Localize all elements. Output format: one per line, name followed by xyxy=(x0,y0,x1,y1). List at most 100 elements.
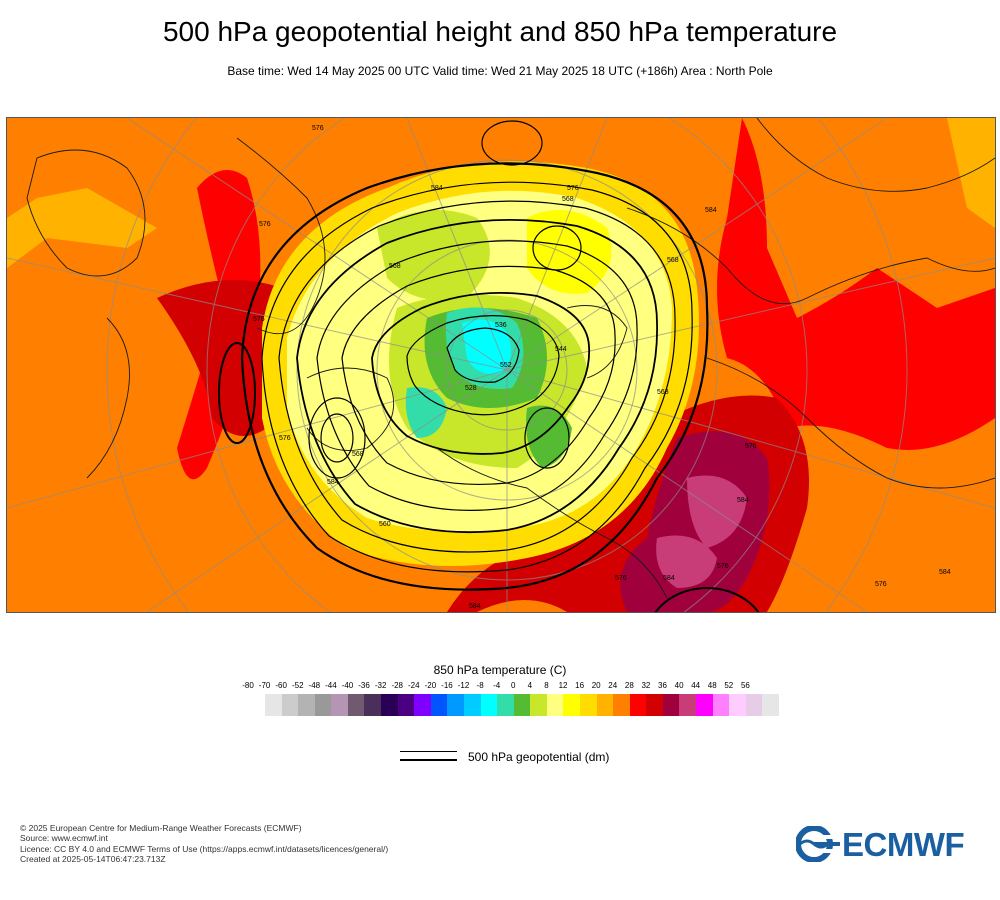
colorbar-swatch xyxy=(629,694,647,716)
contour-label: 576 xyxy=(279,435,291,442)
colorbar-tick-label: -40 xyxy=(341,681,354,690)
colorbar-swatch xyxy=(364,694,382,716)
colorbar-swatch xyxy=(414,694,431,716)
temperature-scale-labels: -80 -70 -60 -52 -48 -44 -40 -36 -32 -28 -24 -20 -16-… xyxy=(240,681,760,693)
colorbar-tick-label: -36 xyxy=(358,681,370,690)
contour-label: 560 xyxy=(379,521,391,528)
contour-label: 584 xyxy=(737,497,749,504)
contour-label: 576 xyxy=(259,221,271,228)
contour-label: 576 xyxy=(745,443,757,450)
geopotential-contour xyxy=(406,315,560,416)
contour-label: 584 xyxy=(327,479,339,486)
chart-title: 500 hPa geopotential height and 850 hPa … xyxy=(162,16,838,47)
geopotential-ridge xyxy=(218,342,256,444)
contour-label: 544 xyxy=(555,346,567,353)
contour-label: 552 xyxy=(500,362,512,369)
contour-label: 584 xyxy=(469,603,481,610)
contour-label: 568 xyxy=(667,257,679,264)
colorbar-swatch xyxy=(281,694,299,716)
contour-label: 576 xyxy=(253,316,265,323)
footer-source: Source: www.ecmwf.int xyxy=(20,833,108,844)
colorbar-tick-label: -44 xyxy=(325,681,337,690)
footer-created: Created at 2025-05-14T06:47:23.713Z xyxy=(20,854,166,865)
colorbar-swatch xyxy=(546,694,564,716)
contour-label: 584 xyxy=(663,575,675,582)
colorbar-tick-label: 48 xyxy=(707,681,717,690)
geopotential-low xyxy=(532,225,582,271)
ecmwf-logo-icon xyxy=(795,825,840,863)
contour-label: 568 xyxy=(657,389,669,396)
colorbar-tick-label: 36 xyxy=(658,681,667,690)
colorbar-swatch xyxy=(729,694,746,716)
contour-label: 584 xyxy=(705,207,717,214)
temperature-colorbar xyxy=(265,694,779,716)
geopotential-contour xyxy=(446,327,520,383)
contour-label: 576 xyxy=(312,125,324,132)
north-pole-map: 576 584 576 568 576 584 568 576 568 584 … xyxy=(7,118,995,612)
contour-label: 576 xyxy=(567,185,579,192)
colorbar-tick-label: 12 xyxy=(558,681,568,690)
geopotential-low xyxy=(524,407,570,469)
geopotential-legend-line-sample xyxy=(400,751,457,763)
colorbar-swatch xyxy=(662,694,680,716)
geopotential-low xyxy=(320,413,354,463)
temp-region-polar-lime-1 xyxy=(377,210,490,301)
temp-region-east-red xyxy=(717,118,995,450)
colorbar-swatch xyxy=(447,694,464,716)
contour-label: 528 xyxy=(465,385,477,392)
contour-label: 584 xyxy=(431,185,443,192)
contour-label: 576 xyxy=(875,581,887,588)
colorbar-swatch xyxy=(579,694,597,716)
latitude-circle xyxy=(206,118,808,612)
colorbar-swatch xyxy=(613,694,630,716)
footer-licence: Licence: CC BY 4.0 and ECMWF Terms of Us… xyxy=(20,843,389,854)
temp-region-low-south xyxy=(526,405,572,468)
colorbar-tick-label: -60 xyxy=(275,681,287,690)
coastline xyxy=(626,207,995,305)
colorbar-swatch xyxy=(530,694,547,716)
coastline xyxy=(236,137,326,335)
temp-region-west-amber xyxy=(7,188,157,268)
colorbar-swatch xyxy=(712,694,730,716)
temp-region-south-pink-2 xyxy=(656,535,717,588)
colorbar-tick-label: -80 xyxy=(242,681,254,690)
coastline xyxy=(86,317,130,479)
colorbar-tick-label: -8 xyxy=(476,681,484,690)
geopotential-contour xyxy=(240,162,709,591)
geopotential-contours xyxy=(218,120,760,612)
coastlines xyxy=(26,118,995,599)
temperature-legend-title: 850 hPa temperature (C) xyxy=(433,663,567,677)
coastline xyxy=(756,118,995,192)
temp-region-low-west-2 xyxy=(405,387,447,438)
meridian-line xyxy=(7,257,508,371)
colorbar-tick-label: 44 xyxy=(691,681,701,690)
colorbar-swatch xyxy=(265,694,282,716)
map-panel: 576 584 576 568 576 584 568 576 568 584 … xyxy=(6,117,996,613)
temp-region-east-orange xyxy=(887,228,995,288)
colorbar-swatch xyxy=(679,694,697,716)
meridian-line xyxy=(506,118,888,371)
geopotential-contour xyxy=(296,219,658,534)
geopotential-contour xyxy=(371,292,591,455)
coastline xyxy=(706,357,995,489)
temp-region-polar-yellow xyxy=(527,210,612,294)
geopotential-low xyxy=(308,397,366,479)
footer-copyright: © 2025 European Centre for Medium-Range … xyxy=(20,823,302,833)
colorbar-swatch xyxy=(347,694,365,716)
geopotential-contour xyxy=(261,181,693,573)
geopotential-legend-label: 500 hPa geopotential (dm) xyxy=(468,750,610,764)
chart-subtitle: Base time: Wed 14 May 2025 00 UTC Valid … xyxy=(227,64,773,78)
geopotential-contour xyxy=(278,200,676,553)
colorbar-tick-label: -28 xyxy=(391,681,403,690)
geopotential-contour xyxy=(341,265,616,485)
ecmwf-logo-text: ECMWF xyxy=(842,826,965,863)
contour-label: 576 xyxy=(615,575,627,582)
colorbar-tick-label: -12 xyxy=(457,681,470,690)
colorbar-tick-label: 4 xyxy=(527,681,533,690)
contour-labels: 576 584 576 568 576 584 568 576 568 584 … xyxy=(253,125,951,610)
colorbar-swatch xyxy=(497,694,514,716)
contour-label: 568 xyxy=(562,196,574,203)
colorbar-swatch xyxy=(596,694,614,716)
contour-label: 568 xyxy=(389,263,401,270)
geopotential-high xyxy=(481,120,543,166)
